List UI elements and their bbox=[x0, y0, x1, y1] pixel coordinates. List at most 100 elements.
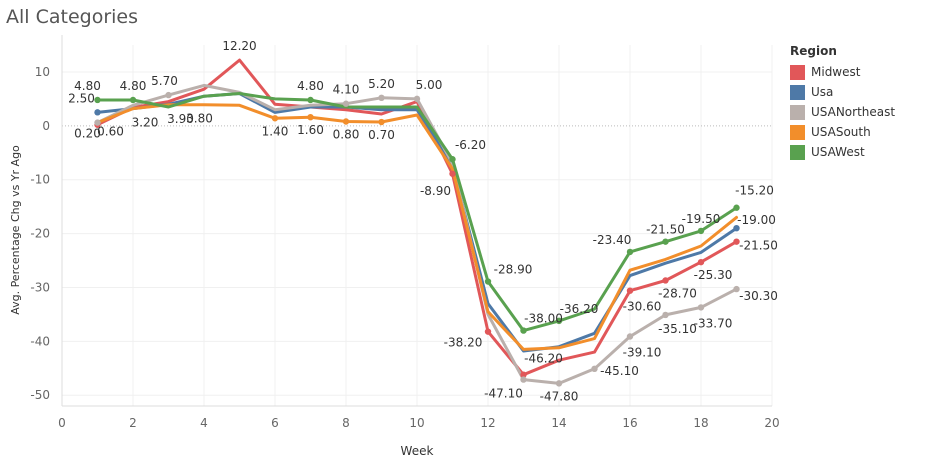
legend-swatch bbox=[790, 144, 805, 160]
series-marker-midwest bbox=[697, 258, 705, 266]
legend-label: Usa bbox=[811, 85, 834, 99]
series-marker-midwest bbox=[449, 170, 456, 177]
data-label: 0.20 bbox=[74, 127, 101, 141]
data-label: -38.00 bbox=[524, 312, 563, 326]
x-tick-label: 0 bbox=[58, 416, 66, 430]
x-tick-label: 2 bbox=[129, 416, 137, 430]
data-label: 4.80 bbox=[297, 79, 324, 93]
data-label: -47.80 bbox=[540, 389, 579, 403]
data-label: 3.80 bbox=[186, 111, 213, 125]
data-label: -19.00 bbox=[737, 213, 776, 227]
y-tick-label: -40 bbox=[30, 334, 50, 348]
series-marker-usawest bbox=[555, 317, 563, 325]
data-label: 12.20 bbox=[222, 39, 256, 53]
data-label: -47.10 bbox=[484, 387, 523, 401]
legend-label: Midwest bbox=[811, 65, 861, 79]
data-label: -28.90 bbox=[494, 263, 533, 277]
series-marker-usasouth bbox=[342, 118, 350, 125]
data-label: -30.30 bbox=[739, 289, 778, 303]
series-marker-midwest bbox=[626, 287, 634, 294]
data-label: 4.80 bbox=[74, 79, 101, 93]
series-marker-usanortheast bbox=[520, 376, 527, 383]
x-tick-label: 18 bbox=[693, 416, 708, 430]
data-label: -28.70 bbox=[658, 286, 697, 300]
series-marker-usawest bbox=[520, 327, 527, 334]
data-label: 5.20 bbox=[368, 77, 395, 91]
data-label: -39.10 bbox=[623, 345, 662, 359]
series-marker-usanortheast bbox=[733, 285, 740, 293]
legend-label: USASouth bbox=[811, 125, 871, 139]
series-marker-midwest bbox=[520, 371, 527, 378]
data-label: 4.10 bbox=[333, 83, 360, 97]
series-marker-usanortheast bbox=[626, 333, 634, 340]
data-label: 1.60 bbox=[297, 123, 324, 137]
legend-swatch bbox=[790, 84, 805, 100]
series-marker-midwest bbox=[484, 328, 492, 335]
series-marker-usanortheast bbox=[555, 380, 563, 387]
legend-item-usasouth[interactable]: USASouth bbox=[790, 122, 895, 142]
data-label: -6.20 bbox=[455, 138, 486, 152]
data-label: -35.10 bbox=[658, 322, 697, 336]
data-label: -46.20 bbox=[524, 352, 563, 366]
legend-item-usawest[interactable]: USAWest bbox=[790, 142, 895, 162]
series-line-usasouth bbox=[96, 103, 738, 351]
x-tick-label: 8 bbox=[342, 416, 350, 430]
series-marker-usawest bbox=[626, 248, 634, 256]
legend-swatch bbox=[790, 64, 805, 80]
series-marker-usasouth bbox=[307, 114, 314, 121]
legend-label: USANortheast bbox=[811, 105, 896, 119]
data-label: -45.10 bbox=[600, 364, 639, 378]
data-label: 2.50 bbox=[68, 91, 95, 105]
axes: 0 2 4 6 8 10 12 14 16 18 20 10 0 -10 -20 -30 -40 -50 bbox=[30, 35, 780, 430]
y-axis-label: Avg. Percentage Chg vs Yr Ago bbox=[9, 145, 22, 315]
legend: Region Midwest Usa USANortheast USASouth USA… bbox=[790, 44, 895, 162]
series-marker-usawest bbox=[449, 156, 456, 163]
data-label: 0.80 bbox=[333, 128, 360, 142]
series-marker-usawest bbox=[697, 227, 705, 235]
data-label: -8.90 bbox=[420, 184, 451, 198]
chart-title: All Categories bbox=[6, 6, 139, 28]
y-tick-label: -10 bbox=[30, 173, 50, 187]
data-label: 5.00 bbox=[416, 78, 443, 92]
data-labels: 4.802.500.200.604.803.205.703.9012.203.8… bbox=[68, 39, 778, 403]
grid-lines bbox=[61, 45, 773, 406]
series-marker-usanortheast bbox=[165, 91, 172, 99]
data-label: -36.20 bbox=[560, 302, 599, 316]
y-tick-label: -50 bbox=[30, 388, 50, 402]
legend-title: Region bbox=[790, 44, 837, 58]
y-tick-label: -20 bbox=[30, 227, 50, 241]
series-marker-usanortheast bbox=[378, 94, 385, 102]
x-tick-label: 14 bbox=[551, 416, 566, 430]
x-axis-label: Week bbox=[401, 444, 434, 458]
series-marker-usanortheast bbox=[697, 304, 705, 311]
series-marker-usa bbox=[733, 224, 740, 232]
data-label: -15.20 bbox=[735, 184, 774, 198]
y-tick-label: -30 bbox=[30, 280, 50, 294]
series-marker-usawest bbox=[662, 238, 669, 245]
data-label: -33.70 bbox=[694, 316, 733, 330]
data-label: 3.20 bbox=[132, 116, 159, 130]
data-label: 0.70 bbox=[368, 128, 395, 142]
legend-item-usanortheast[interactable]: USANortheast bbox=[790, 102, 895, 122]
y-tick-label: 0 bbox=[42, 119, 50, 133]
x-tick-label: 16 bbox=[622, 416, 637, 430]
series-markers bbox=[94, 91, 740, 387]
series-marker-usanortheast bbox=[342, 100, 350, 107]
data-label: 5.70 bbox=[151, 74, 178, 88]
series-marker-usawest bbox=[129, 96, 137, 104]
legend-item-usa[interactable]: Usa bbox=[790, 82, 895, 102]
x-tick-label: 20 bbox=[764, 416, 779, 430]
data-label: -25.30 bbox=[694, 268, 733, 282]
series-marker-usasouth bbox=[378, 118, 385, 126]
legend-item-midwest[interactable]: Midwest bbox=[790, 62, 895, 82]
legend-swatch bbox=[790, 104, 805, 120]
x-tick-label: 6 bbox=[271, 416, 279, 430]
data-label: 0.60 bbox=[97, 125, 124, 139]
series-marker-usawest bbox=[733, 204, 740, 211]
series-marker-usawest bbox=[484, 278, 492, 285]
series-marker-usanortheast bbox=[94, 119, 101, 126]
data-label: -21.50 bbox=[646, 223, 685, 237]
data-label: -30.60 bbox=[623, 300, 662, 314]
series-marker-usasouth bbox=[271, 115, 279, 122]
